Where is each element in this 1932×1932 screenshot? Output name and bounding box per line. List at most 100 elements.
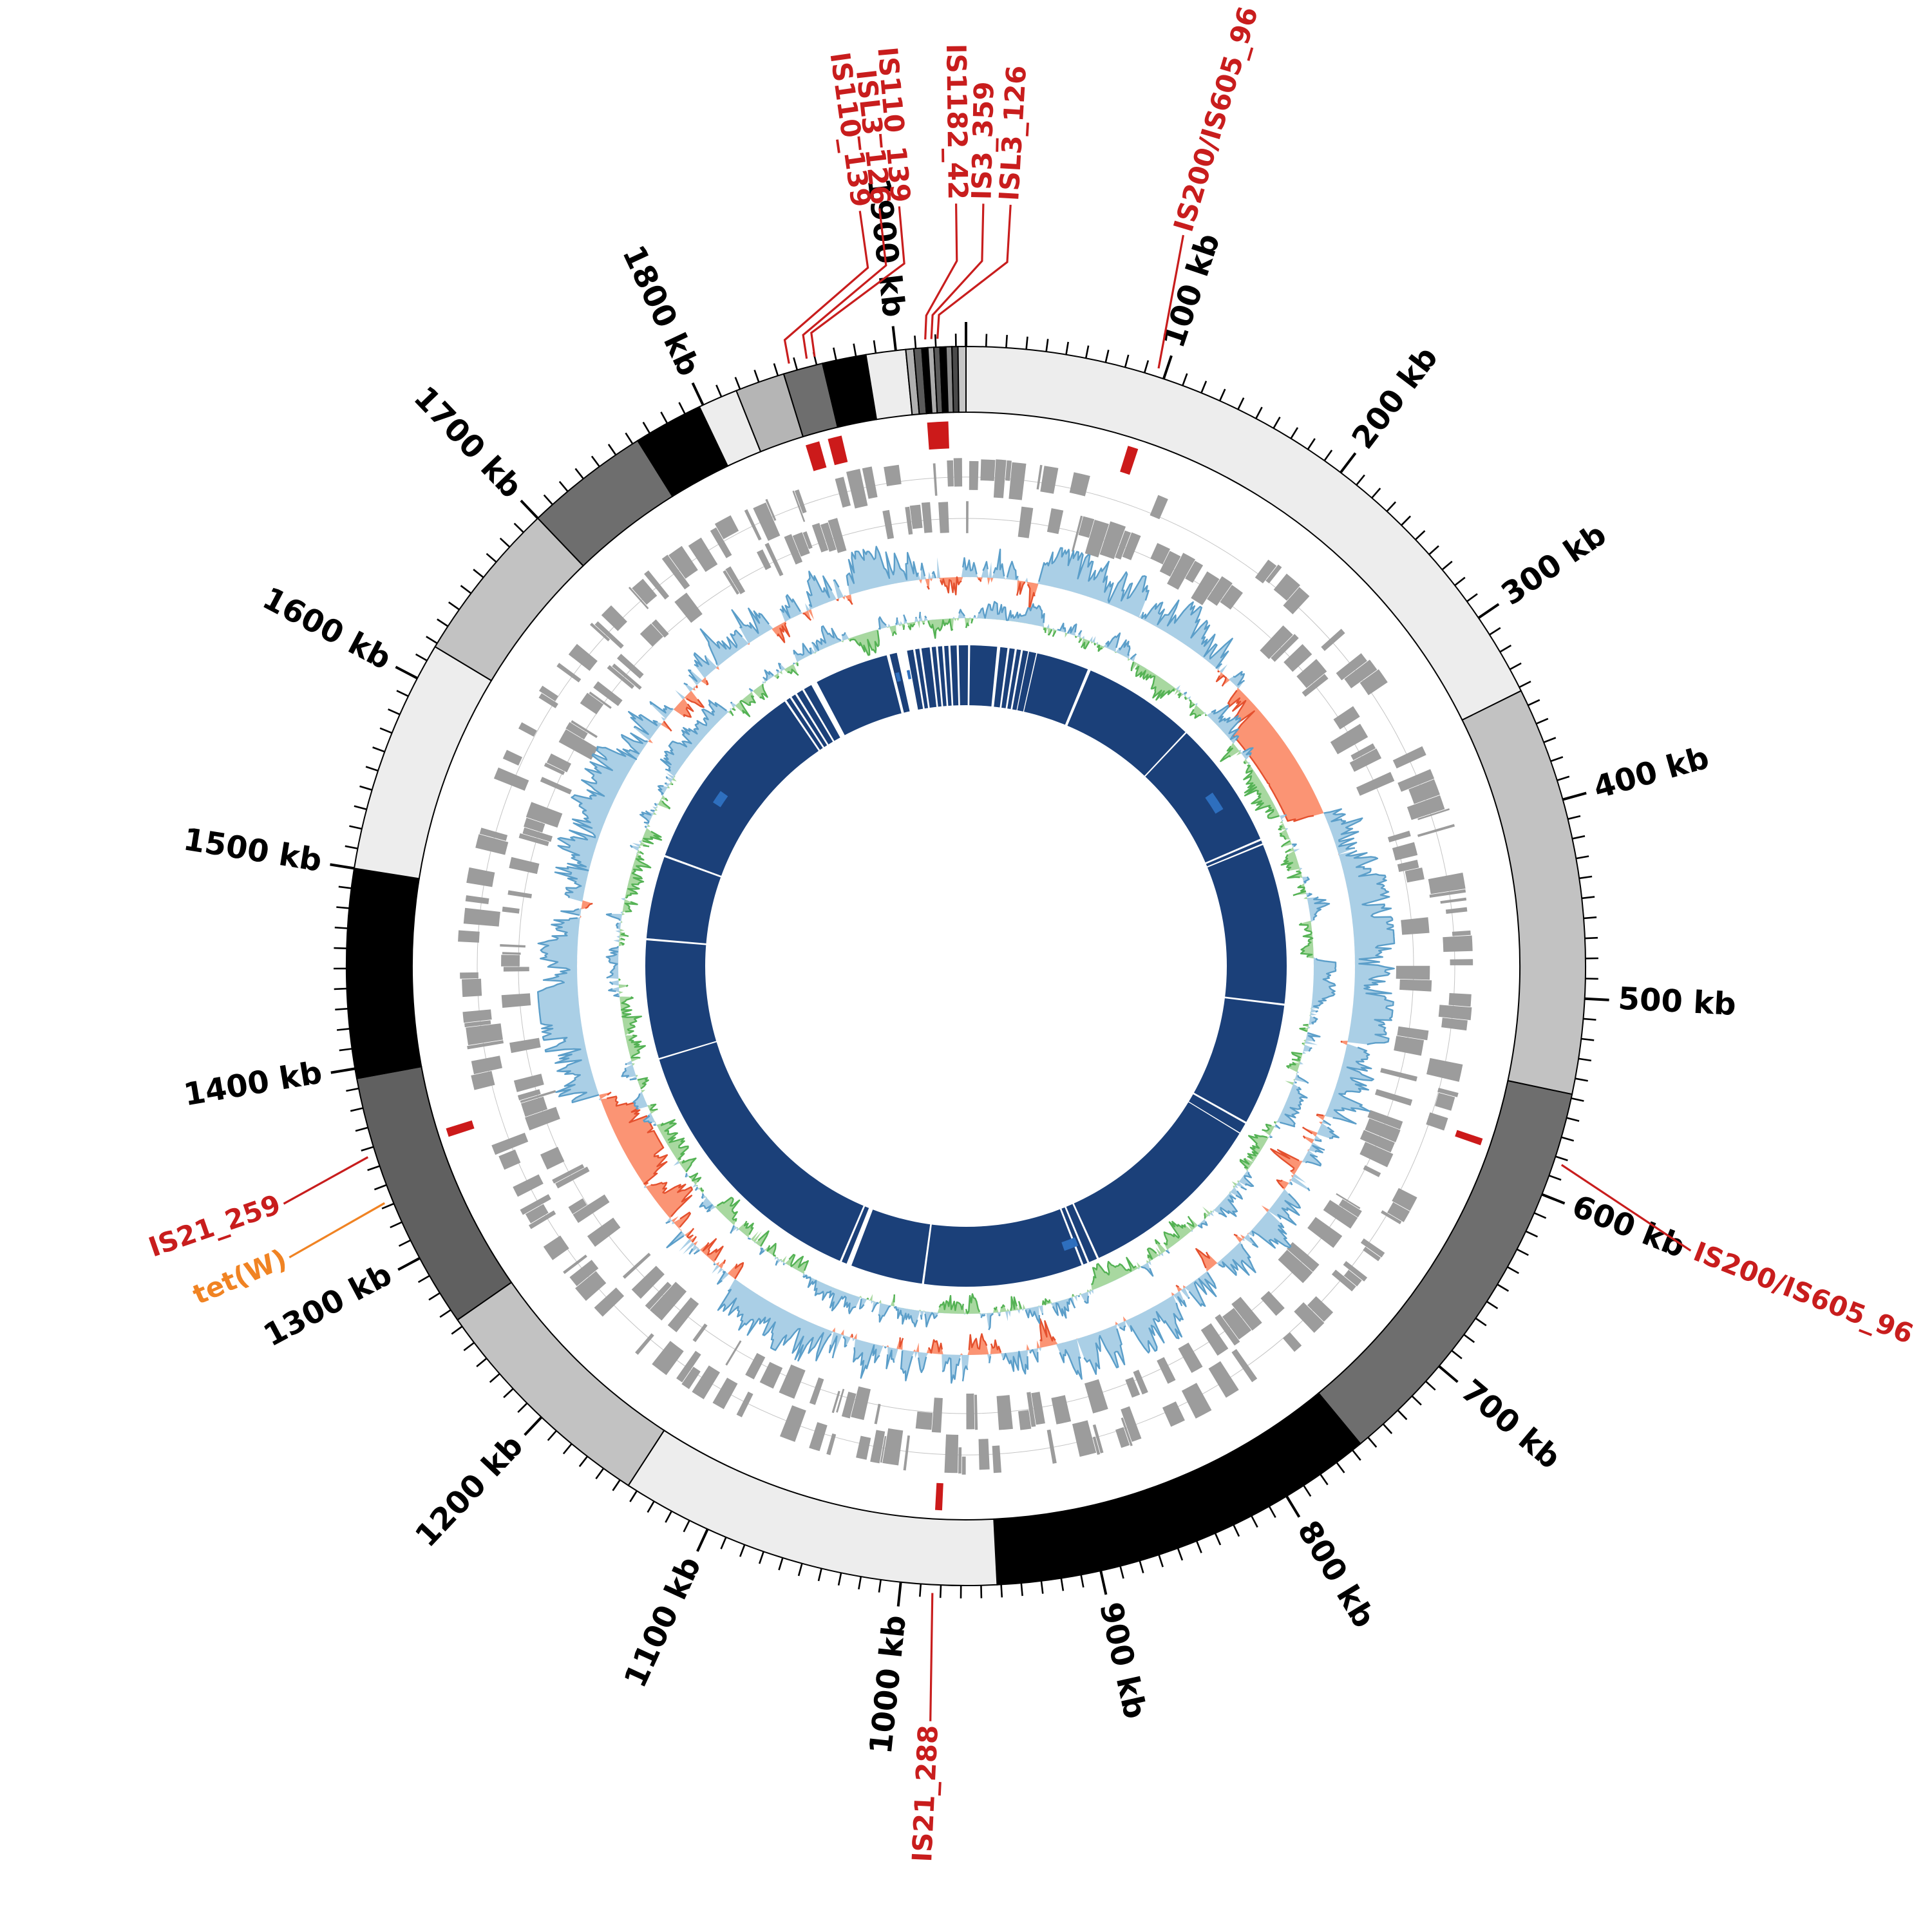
cds-block <box>517 1089 541 1101</box>
core-gap <box>991 646 1001 708</box>
gc-line-segment <box>757 1230 770 1247</box>
cds-block <box>460 972 478 979</box>
cds-block <box>1125 1377 1141 1398</box>
deviation-line-segment <box>1119 1325 1126 1331</box>
deviation-line-segment <box>779 594 801 618</box>
deviation-line-segment <box>1188 1296 1190 1300</box>
tick-major <box>1438 1365 1459 1383</box>
gc-line-segment <box>1090 1256 1137 1285</box>
tick-minor <box>1218 388 1226 401</box>
tick-minor <box>562 1443 573 1455</box>
cds-block <box>1397 1026 1429 1041</box>
cds-block <box>1031 1392 1045 1425</box>
tick-minor <box>334 926 348 929</box>
cds-block <box>1027 1392 1036 1427</box>
tick-minor <box>486 553 497 563</box>
cds-block <box>1426 1057 1463 1082</box>
gc-line-segment <box>1297 1075 1309 1084</box>
cds-block <box>1343 1261 1368 1282</box>
cds-block <box>471 1070 495 1090</box>
cds-block <box>622 1253 651 1279</box>
cds-block <box>500 944 526 948</box>
cds-block <box>1181 1383 1212 1419</box>
cds-block <box>1428 873 1466 895</box>
tick-minor <box>1020 1583 1023 1596</box>
cds-block <box>1046 508 1064 535</box>
gc-line-segment <box>1279 832 1287 840</box>
is-marker-block <box>446 1120 475 1137</box>
gc-line-segment <box>1096 645 1103 652</box>
cds-block <box>1278 1249 1313 1283</box>
gc-line-segment <box>685 1173 688 1178</box>
tick-minor <box>503 1388 514 1398</box>
cds-block <box>933 463 938 496</box>
cds-block <box>518 833 549 846</box>
deviation-line-segment <box>1175 1284 1179 1288</box>
cds-block <box>558 729 598 760</box>
cds-block <box>966 1393 975 1430</box>
annotation-leader-line <box>1157 234 1184 369</box>
scale-label: 400 kb <box>1589 739 1712 806</box>
tick-minor <box>398 1239 411 1247</box>
gc-line-segment <box>971 618 974 624</box>
tick-major <box>395 665 419 679</box>
deviation-line-segment <box>1218 1244 1256 1276</box>
tick-minor <box>919 1584 922 1597</box>
gc-line-segment <box>1279 1086 1308 1128</box>
gc-line-segment <box>1077 1295 1081 1298</box>
cds-block <box>974 1394 978 1430</box>
cds-block <box>1338 1199 1362 1218</box>
gc-line-segment <box>665 797 668 802</box>
cds-block <box>475 834 509 855</box>
cds-block <box>661 554 690 590</box>
annotation-leader-line <box>936 204 1012 339</box>
cds-block <box>784 534 803 565</box>
cds-block <box>826 1433 837 1455</box>
cds-block <box>681 1367 701 1389</box>
cds-block <box>1167 553 1195 590</box>
tick-minor <box>451 1325 463 1335</box>
gc-line-segment <box>642 830 663 845</box>
gc-line-segment <box>811 625 842 651</box>
cds-block <box>1265 564 1282 583</box>
tick-minor <box>439 1309 451 1318</box>
cds-block <box>573 1194 610 1223</box>
scale-label: 100 kb <box>1155 229 1227 352</box>
cds-block <box>1336 1193 1361 1209</box>
cds-block <box>552 1164 585 1184</box>
tick-minor <box>1303 1484 1312 1497</box>
cds-block <box>1185 560 1204 583</box>
deviation-line-segment <box>1002 1350 1029 1375</box>
gc-line-segment <box>654 802 657 806</box>
tick-major <box>1541 1193 1566 1205</box>
annotation-label: IS200/IS605_96 <box>1168 3 1264 236</box>
tick-minor <box>853 343 857 357</box>
core-gap <box>967 644 971 706</box>
gc-line-segment <box>625 1063 627 1066</box>
cds-block <box>479 828 508 841</box>
tick-minor <box>1425 1380 1436 1391</box>
cds-block <box>780 1405 806 1442</box>
deviation-line-segment <box>1039 1318 1056 1342</box>
cds-block <box>1405 867 1425 883</box>
cds-block <box>1323 1200 1358 1229</box>
tick-minor <box>625 432 634 444</box>
tick-minor <box>734 377 741 390</box>
tick-minor <box>833 347 837 361</box>
gc-line-segment <box>624 901 638 913</box>
gc-line-segment <box>620 996 643 1034</box>
cds-block <box>978 1439 990 1470</box>
cds-block <box>1437 1088 1459 1097</box>
tick-major <box>397 1256 421 1271</box>
deviation-line-segment <box>988 1356 992 1363</box>
deviation-line-segment <box>702 1238 724 1261</box>
cds-block <box>1036 464 1043 490</box>
cds-block <box>1273 573 1300 601</box>
deviation-line-segment <box>1195 1247 1211 1269</box>
core-highlight <box>906 670 911 679</box>
cds-block <box>501 993 531 1008</box>
cds-block <box>502 906 520 914</box>
cds-block <box>1307 1217 1343 1248</box>
scale-label: 1000 kb <box>863 1613 913 1756</box>
tick-minor <box>1251 1515 1258 1528</box>
